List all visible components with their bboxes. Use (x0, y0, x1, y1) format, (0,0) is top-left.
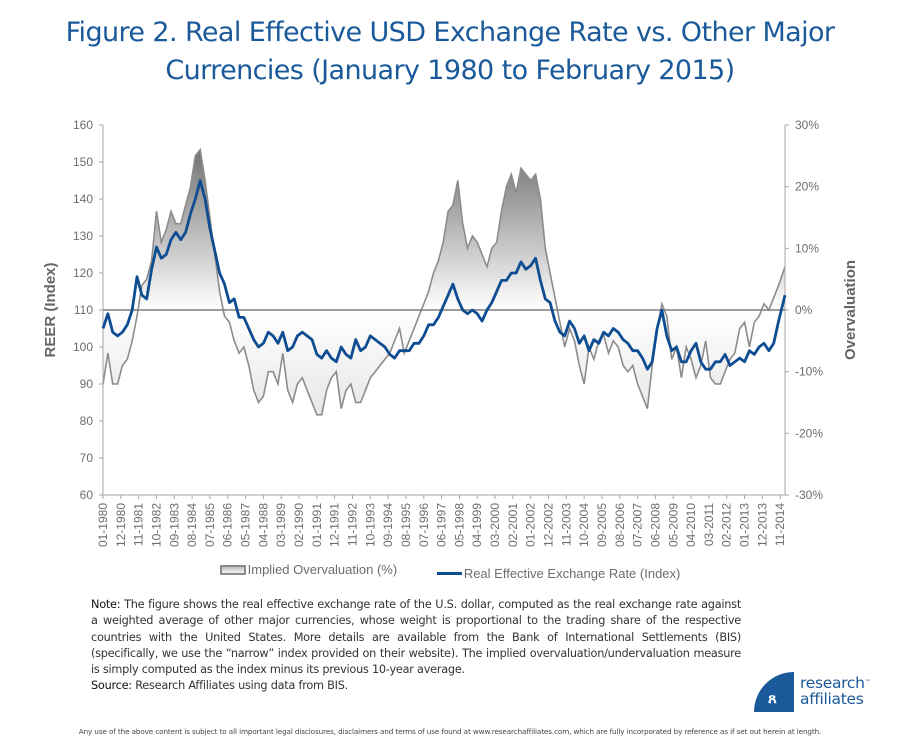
note-text: The figure shows the real effective exch… (91, 598, 741, 677)
y2-tick-label: 30% (795, 118, 819, 132)
x-tick-label: 10-1982 (149, 503, 163, 547)
note-paragraph: Note: The figure shows the real effectiv… (91, 597, 741, 678)
y-tick-label: 90 (80, 377, 94, 391)
y2-tick-label: -10% (795, 365, 823, 379)
x-tick-label: 12-1980 (114, 503, 128, 547)
x-tick-label: 05-1998 (452, 503, 466, 547)
x-tick-label: 07-2007 (631, 503, 645, 547)
figure-note: Note: The figure shows the real effectiv… (91, 597, 741, 695)
y2-tick-label: -20% (795, 426, 823, 440)
x-tick-label: 12-1991 (328, 503, 342, 547)
y2-tick-label: 20% (795, 180, 819, 194)
x-tick-label: 04-1999 (470, 503, 484, 547)
x-tick-label: 06-2008 (648, 503, 662, 547)
y2-tick-label: 10% (795, 241, 819, 255)
legend-label-overvaluation: Implied Overvaluation (%) (247, 562, 398, 577)
legal-disclaimer: Any use of the above content is subject … (78, 727, 822, 736)
figure-title-line-2: Currencies (January 1980 to February 201… (165, 55, 735, 86)
x-tick-label: 04-1988 (256, 503, 270, 547)
y-tick-label: 140 (73, 192, 93, 206)
tick-labels-layer: 160 150 140 130 120 110 100 90 80 70 60 30% 20% 10% 0%… (73, 118, 823, 547)
y-tick-label: 80 (80, 414, 94, 428)
y2-axis-title: Overvaluation (842, 260, 859, 360)
legend-item-overvaluation: Implied Overvaluation (%) (219, 562, 398, 577)
x-tick-label: 12-2013 (755, 503, 769, 547)
legend: Implied Overvaluation (%) Real Effective… (0, 562, 900, 581)
figure-title-line-1: Figure 2. Real Effective USD Exchange Ra… (65, 17, 835, 48)
x-tick-label: 10-1993 (363, 503, 377, 547)
logo-line-1: research (800, 674, 865, 692)
x-tick-label: 02-2012 (720, 503, 734, 547)
source-text: Research Affiliates using data from BIS. (131, 679, 348, 693)
x-tick-label: 05-2009 (666, 503, 680, 547)
x-tick-label: 11-2014 (773, 503, 787, 546)
x-tick-label: 11-1981 (132, 503, 146, 546)
x-tick-label: 02-1990 (292, 503, 306, 547)
y-axis-title: REER (Index) (42, 262, 59, 357)
x-tick-label: 01-1980 (96, 503, 110, 547)
research-affiliates-logo: ጸ research™ affiliates (754, 672, 894, 712)
x-tick-label: 04-2010 (684, 503, 698, 547)
x-tick-label: 03-1989 (274, 503, 288, 547)
x-tick-label: 05-1987 (239, 503, 253, 547)
x-tick-label: 02-2001 (506, 503, 520, 547)
x-tick-label: 12-2002 (542, 503, 556, 547)
logo-glyph: ጸ (768, 689, 777, 707)
reer-line (101, 179, 787, 371)
x-tick-label: 08-1995 (399, 503, 413, 547)
x-tick-label: 06-1997 (435, 503, 449, 547)
y-tick-label: 60 (80, 488, 94, 502)
x-tick-label: 01-1991 (310, 503, 324, 547)
x-tick-label: 07-1985 (203, 503, 217, 547)
chart: 160 150 140 130 120 110 100 90 80 70 60 30% 20% 10% 0%… (42, 118, 859, 547)
area-swatch-icon (219, 564, 246, 575)
x-tick-label: 09-1983 (167, 503, 181, 547)
x-tick-label: 03-2011 (702, 503, 716, 546)
source-label: Source: (91, 679, 132, 693)
overvaluation-area-fill (103, 149, 785, 415)
logo-line-2: affiliates (800, 690, 864, 708)
legend-item-reer: Real Effective Exchange Rate (Index) (436, 565, 681, 581)
line-swatch-icon (436, 571, 462, 575)
trademark-symbol: ™ (864, 679, 871, 686)
x-tick-label: 01-2002 (524, 503, 538, 547)
x-tick-label: 07-1996 (417, 503, 431, 547)
x-tick-label: 09-1994 (381, 503, 395, 547)
y2-tick-label: -30% (795, 488, 823, 502)
y-tick-label: 130 (73, 229, 93, 243)
y2-tick-label: 0% (795, 303, 813, 317)
logo-mark-icon: ጸ (754, 672, 794, 712)
reer-line-layer (101, 179, 787, 371)
logo-wordmark: research™ affiliates (800, 674, 871, 708)
x-tick-label: 08-2006 (613, 503, 627, 547)
y-tick-label: 160 (73, 118, 93, 132)
y-tick-label: 150 (73, 155, 93, 169)
x-tick-label: 06-1986 (221, 503, 235, 547)
x-tick-label: 08-1984 (185, 503, 199, 547)
x-tick-label: 11-1992 (345, 503, 359, 546)
legend-label-reer: Real Effective Exchange Rate (Index) (463, 565, 681, 581)
x-tick-label: 01-2013 (738, 503, 752, 547)
y-tick-label: 100 (73, 340, 93, 354)
y-tick-label: 120 (73, 266, 93, 280)
x-tick-label: 03-2000 (488, 503, 502, 547)
figure-title: Figure 2. Real Effective USD Exchange Ra… (0, 14, 900, 90)
note-label: Note: (91, 598, 121, 611)
x-tick-label: 09-2005 (595, 503, 609, 547)
source-paragraph: Source: Research Affiliates using data f… (91, 678, 741, 694)
x-tick-label: 11-2003 (559, 503, 573, 546)
y-tick-label: 70 (80, 451, 94, 465)
overvaluation-area-layer (102, 147, 786, 416)
x-tick-label: 10-2004 (577, 503, 591, 547)
y-tick-label: 110 (74, 303, 93, 317)
